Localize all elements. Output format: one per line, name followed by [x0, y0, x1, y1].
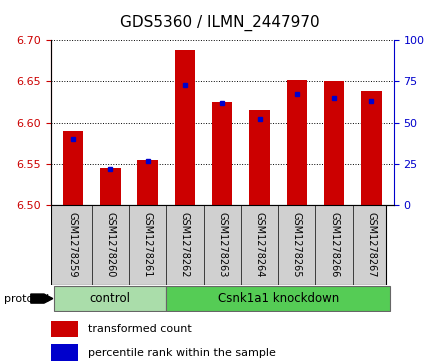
Bar — [324, 81, 345, 205]
Text: GSM1278261: GSM1278261 — [143, 212, 153, 278]
Text: protocol: protocol — [4, 294, 50, 303]
Bar — [361, 91, 381, 205]
Text: GSM1278267: GSM1278267 — [367, 212, 376, 278]
Bar — [100, 168, 121, 205]
Text: GSM1278265: GSM1278265 — [292, 212, 302, 278]
Text: Csnk1a1 knockdown: Csnk1a1 knockdown — [217, 292, 339, 305]
Bar — [166, 286, 390, 311]
Text: transformed count: transformed count — [88, 324, 192, 334]
Text: GSM1278262: GSM1278262 — [180, 212, 190, 278]
Bar — [286, 80, 307, 205]
Text: GSM1278263: GSM1278263 — [217, 212, 227, 278]
Bar — [212, 102, 232, 205]
Text: GSM1278264: GSM1278264 — [254, 212, 264, 278]
Bar — [137, 160, 158, 205]
Bar — [51, 344, 78, 360]
Bar — [51, 321, 78, 337]
Bar — [54, 286, 166, 311]
Text: GSM1278259: GSM1278259 — [68, 212, 78, 278]
Bar — [175, 50, 195, 205]
Bar — [249, 110, 270, 205]
Text: GDS5360 / ILMN_2447970: GDS5360 / ILMN_2447970 — [120, 15, 320, 31]
Text: percentile rank within the sample: percentile rank within the sample — [88, 348, 276, 358]
Text: GSM1278260: GSM1278260 — [105, 212, 115, 278]
Bar — [63, 131, 83, 205]
Text: control: control — [90, 292, 131, 305]
Text: GSM1278266: GSM1278266 — [329, 212, 339, 278]
